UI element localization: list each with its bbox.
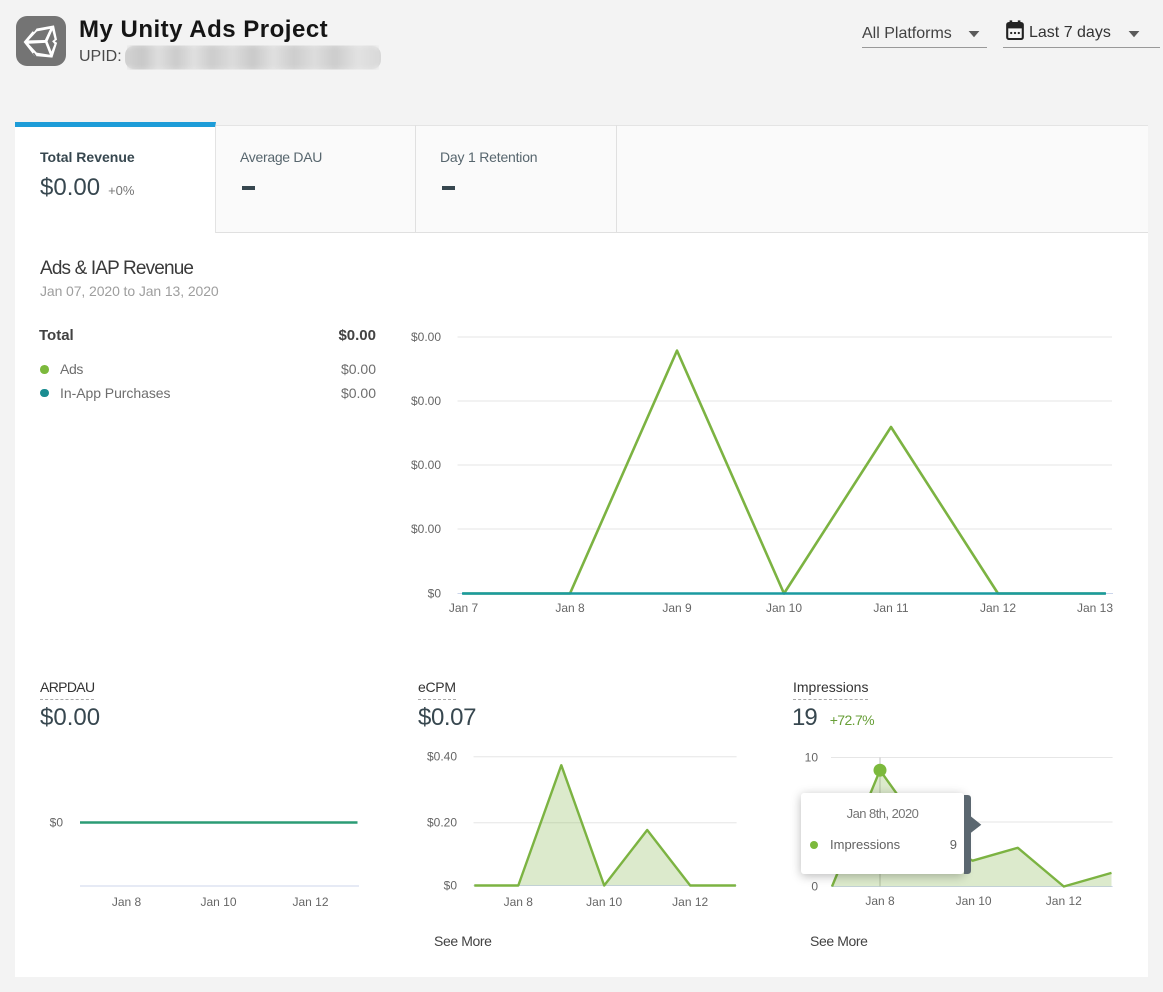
svg-text:Jan 12: Jan 12 <box>672 895 708 909</box>
svg-text:Jan 10: Jan 10 <box>956 894 992 908</box>
svg-text:$0.40: $0.40 <box>427 750 457 764</box>
svg-text:10: 10 <box>805 751 819 765</box>
svg-text:Jan 13: Jan 13 <box>1077 601 1113 615</box>
svg-text:Jan 8: Jan 8 <box>865 894 895 908</box>
svg-text:$0.20: $0.20 <box>427 816 457 830</box>
svg-text:Jan 10: Jan 10 <box>586 895 622 909</box>
svg-text:Jan 10: Jan 10 <box>766 601 802 615</box>
svg-text:Jan 10: Jan 10 <box>200 895 236 909</box>
svg-text:$0: $0 <box>428 587 442 601</box>
svg-text:$0.00: $0.00 <box>411 458 441 472</box>
svg-text:$0: $0 <box>50 816 64 830</box>
svg-text:Jan 8: Jan 8 <box>112 895 142 909</box>
svg-text:Jan 8: Jan 8 <box>504 895 534 909</box>
svg-text:Jan 9: Jan 9 <box>662 601 692 615</box>
svg-text:Jan 8: Jan 8 <box>555 601 585 615</box>
svg-text:Jan 7: Jan 7 <box>449 601 479 615</box>
svg-text:Jan 12: Jan 12 <box>292 895 328 909</box>
svg-text:$0: $0 <box>444 879 458 893</box>
svg-text:Jan 12: Jan 12 <box>1046 894 1082 908</box>
svg-text:$0.00: $0.00 <box>411 394 441 408</box>
svg-text:$0.00: $0.00 <box>411 522 441 536</box>
svg-text:0: 0 <box>811 880 818 894</box>
svg-text:Jan 12: Jan 12 <box>980 601 1016 615</box>
svg-text:Jan 11: Jan 11 <box>873 601 908 615</box>
svg-text:$0.00: $0.00 <box>411 330 441 344</box>
